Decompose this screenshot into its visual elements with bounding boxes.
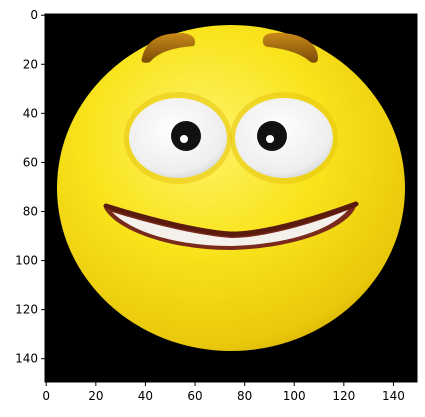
x-tick-label: 140 <box>382 389 405 403</box>
right-eyebrow <box>262 32 318 63</box>
x-tick-label: 80 <box>237 389 252 403</box>
y-tick-label: 40 <box>23 106 38 120</box>
y-tick-label: 80 <box>23 204 38 218</box>
x-tick-label: 60 <box>187 389 202 403</box>
y-tick-label: 0 <box>30 8 38 22</box>
face <box>57 25 405 351</box>
right-pupil-highlight <box>266 135 274 143</box>
axes-frame <box>44 13 418 383</box>
y-axis: 0 20 40 60 80 100 120 140 <box>15 8 45 366</box>
teeth <box>112 210 348 246</box>
y-tick-label: 20 <box>23 57 38 71</box>
y-tick-label: 60 <box>23 155 38 169</box>
y-tick-label: 100 <box>15 254 38 268</box>
upper-lip <box>103 201 359 237</box>
x-tick-label: 120 <box>332 389 355 403</box>
y-tick-label: 140 <box>15 352 38 366</box>
mouth <box>104 206 356 250</box>
x-tick-label: 20 <box>88 389 103 403</box>
x-tick-label: 40 <box>138 389 153 403</box>
x-axis: 0 20 40 60 80 100 120 140 <box>42 382 405 403</box>
y-tick-label: 120 <box>15 303 38 317</box>
x-tick-label: 100 <box>283 389 306 403</box>
image-panel <box>45 14 417 382</box>
left-pupil-highlight <box>180 135 188 143</box>
x-tick-label: 0 <box>42 389 50 403</box>
left-eyebrow <box>141 33 196 63</box>
